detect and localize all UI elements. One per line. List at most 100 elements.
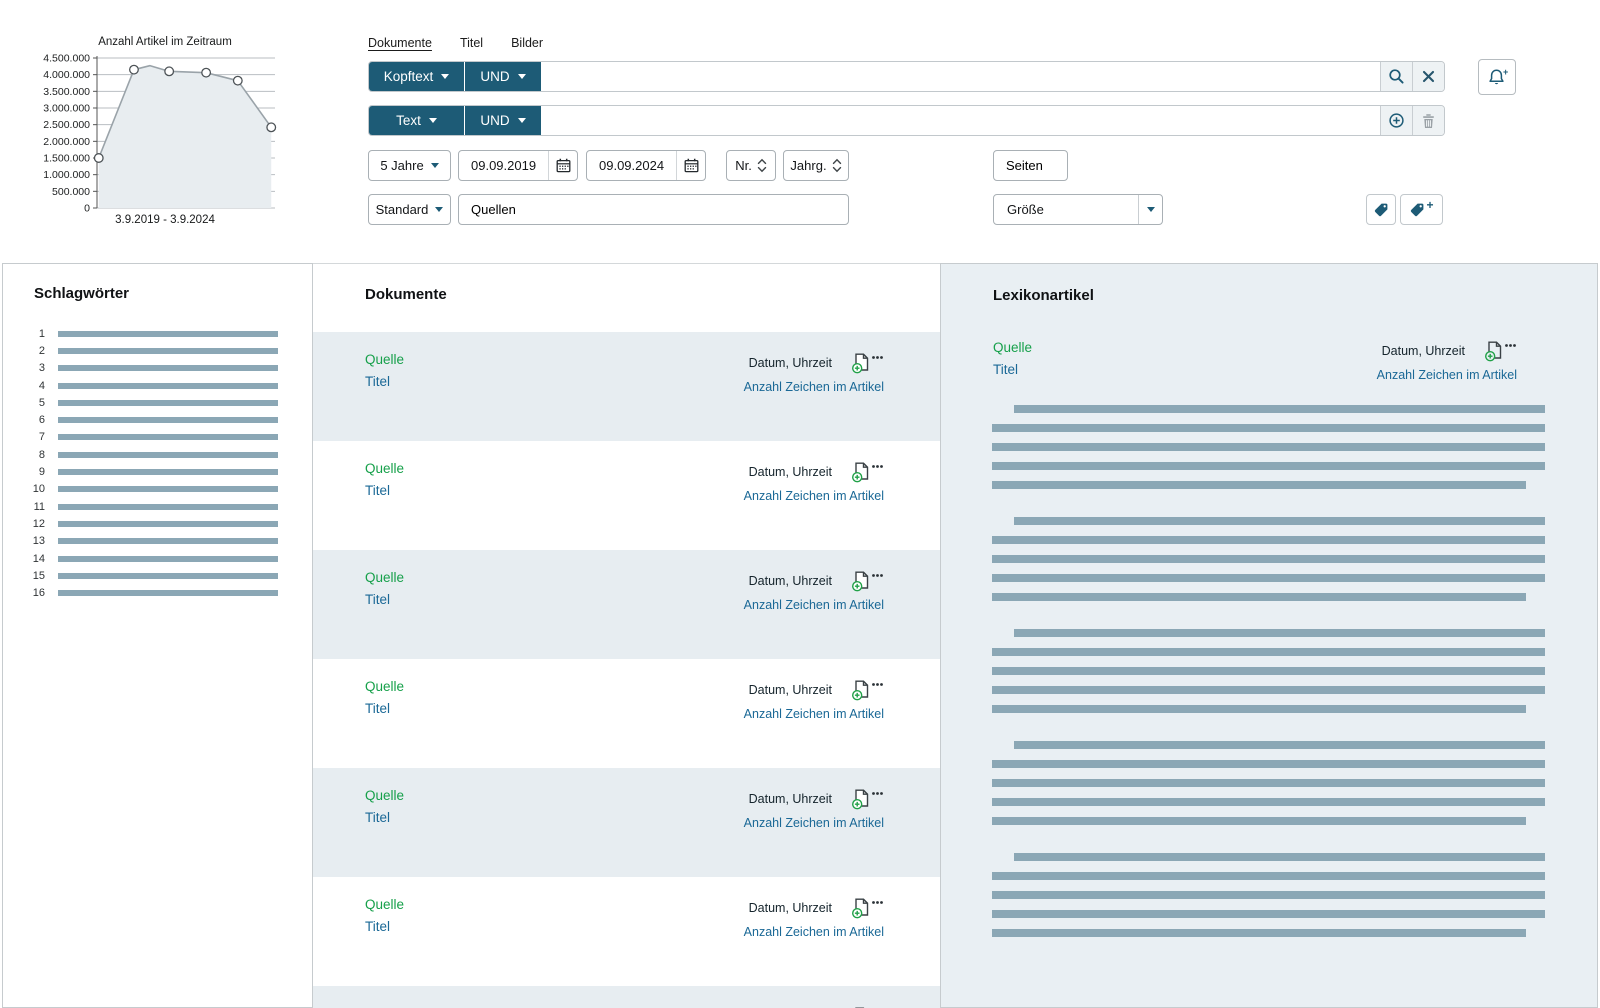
clear-search-button[interactable] (1412, 62, 1444, 91)
groesse-select[interactable]: Größe (993, 194, 1163, 225)
document-charcount-link[interactable]: Anzahl Zeichen im Artikel (744, 816, 884, 830)
keyword-row[interactable]: 12 (17, 515, 278, 532)
document-source-link[interactable]: Quelle (365, 461, 404, 476)
tag-filter-button[interactable] (1366, 194, 1396, 225)
field-select-text[interactable]: Text (369, 106, 465, 135)
document-source-link[interactable]: Quelle (365, 570, 404, 585)
nr-stepper[interactable]: Nr. (726, 150, 776, 181)
document-row[interactable]: Quelle Titel Datum, Uhrzeit Anzahl Zeich… (313, 877, 940, 986)
keyword-bar (58, 452, 278, 458)
document-charcount-link[interactable]: Anzahl Zeichen im Artikel (744, 380, 884, 394)
document-charcount-link[interactable]: Anzahl Zeichen im Artikel (744, 707, 884, 721)
profile-label: Standard (376, 202, 429, 217)
text-line-bar (1014, 629, 1545, 637)
keyword-bar (58, 469, 278, 475)
keyword-row[interactable]: 15 (17, 567, 278, 584)
keyword-row[interactable]: 10 (17, 481, 278, 498)
jahrgang-stepper[interactable]: Jahrg. (783, 150, 849, 181)
date-from-picker-button[interactable] (548, 151, 577, 180)
keyword-row[interactable]: 6 (17, 411, 278, 428)
document-charcount-link[interactable]: Anzahl Zeichen im Artikel (744, 925, 884, 939)
create-alert-button[interactable]: + (1478, 59, 1516, 95)
keyword-rank: 16 (17, 587, 45, 599)
seiten-input[interactable] (994, 158, 1067, 173)
keyword-row[interactable]: 4 (17, 377, 278, 394)
document-add-ellipsis-icon[interactable] (850, 897, 884, 919)
document-title-link[interactable]: Titel (365, 592, 404, 607)
text-line-bar (992, 760, 1545, 768)
date-to-picker-button[interactable] (676, 151, 705, 180)
groesse-select-caret[interactable] (1138, 195, 1162, 224)
document-source-link[interactable]: Quelle (365, 897, 404, 912)
document-add-ellipsis-icon[interactable] (1483, 340, 1517, 362)
keyword-row[interactable]: 13 (17, 533, 278, 550)
period-dropdown[interactable]: 5 Jahre (368, 150, 451, 181)
keyword-row[interactable]: 9 (17, 463, 278, 480)
profile-dropdown[interactable]: Standard (368, 194, 451, 225)
document-charcount-link[interactable]: Anzahl Zeichen im Artikel (744, 598, 884, 612)
keyword-row[interactable]: 5 (17, 394, 278, 411)
tab-bilder[interactable]: Bilder (511, 36, 543, 50)
document-source-link[interactable]: Quelle (365, 788, 404, 803)
document-row-left: Quelle Titel (365, 352, 404, 389)
keyword-row[interactable]: 8 (17, 446, 278, 463)
text-line-bar (992, 910, 1545, 918)
document-source-link[interactable]: Quelle (365, 352, 404, 367)
lexikon-title-link[interactable]: Titel (993, 362, 1032, 377)
tab-dokumente[interactable]: Dokumente (368, 36, 432, 50)
lexikon-entry-left: Quelle Titel (993, 340, 1032, 377)
search-input-kopftext[interactable] (541, 62, 1380, 91)
operator-select-und[interactable]: UND (465, 106, 541, 135)
add-tag-button[interactable]: + (1400, 194, 1443, 225)
keyword-row[interactable]: 1 (17, 325, 278, 342)
document-title-link[interactable]: Titel (365, 483, 404, 498)
chart-x-range-label: 3.9.2019 - 3.9.2024 (40, 214, 290, 226)
delete-condition-button[interactable] (1412, 106, 1444, 135)
document-source-link[interactable]: Quelle (365, 679, 404, 694)
document-title-link[interactable]: Titel (365, 374, 404, 389)
lexikon-source-link[interactable]: Quelle (993, 340, 1032, 355)
lexikon-charcount-link[interactable]: Anzahl Zeichen im Artikel (1377, 368, 1517, 382)
keyword-row[interactable]: 11 (17, 498, 278, 515)
field-select-kopftext[interactable]: Kopftext (369, 62, 465, 91)
keyword-row[interactable]: 14 (17, 550, 278, 567)
keyword-rank: 1 (17, 328, 45, 340)
operator-select-und[interactable]: UND (465, 62, 541, 91)
search-input-text[interactable] (541, 106, 1380, 135)
keyword-bar (58, 590, 278, 596)
document-row[interactable]: Quelle Titel Datum, Uhrzeit Anzahl Zeich… (313, 659, 940, 768)
keyword-row[interactable]: 7 (17, 429, 278, 446)
svg-text:4.000.000: 4.000.000 (43, 69, 90, 81)
document-add-ellipsis-icon[interactable] (850, 461, 884, 483)
text-line-bar (992, 779, 1545, 787)
tab-titel[interactable]: Titel (460, 36, 483, 50)
document-title-link[interactable]: Titel (365, 701, 404, 716)
text-line-bar (992, 686, 1545, 694)
document-title-link[interactable]: Titel (365, 919, 404, 934)
document-add-ellipsis-icon[interactable] (850, 570, 884, 592)
document-charcount-link[interactable]: Anzahl Zeichen im Artikel (744, 489, 884, 503)
document-row[interactable]: Quelle Titel Datum, Uhrzeit Anzahl Zeich… (313, 441, 940, 550)
date-to-field[interactable]: 09.09.2024 (586, 150, 706, 181)
search-button[interactable] (1380, 62, 1412, 91)
document-row[interactable]: Quelle Titel Datum, Uhrzeit Anzahl Zeich… (313, 768, 940, 877)
field-select-label: Text (396, 113, 421, 128)
add-condition-button[interactable] (1380, 106, 1412, 135)
document-add-ellipsis-icon[interactable] (850, 352, 884, 374)
plus-circle-icon (1388, 112, 1405, 129)
document-row[interactable]: Quelle Titel Datum, Uhrzeit Anzahl Zeich… (313, 986, 940, 1008)
keyword-row[interactable]: 2 (17, 342, 278, 359)
document-add-ellipsis-icon[interactable] (850, 788, 884, 810)
document-row[interactable]: Quelle Titel Datum, Uhrzeit Anzahl Zeich… (313, 550, 940, 659)
keyword-row[interactable]: 3 (17, 360, 278, 377)
quellen-input[interactable] (459, 202, 848, 217)
document-title-link[interactable]: Titel (365, 810, 404, 825)
document-add-ellipsis-icon[interactable] (850, 679, 884, 701)
date-from-field[interactable]: 09.09.2019 (458, 150, 578, 181)
keyword-rank: 9 (17, 466, 45, 478)
keyword-row[interactable]: 16 (17, 584, 278, 601)
plus-icon: + (1426, 198, 1433, 212)
document-row-meta: Datum, Uhrzeit Anzahl Zeichen im Artikel (744, 788, 884, 830)
keyword-bar (58, 486, 278, 492)
document-row[interactable]: Quelle Titel Datum, Uhrzeit Anzahl Zeich… (313, 332, 940, 441)
